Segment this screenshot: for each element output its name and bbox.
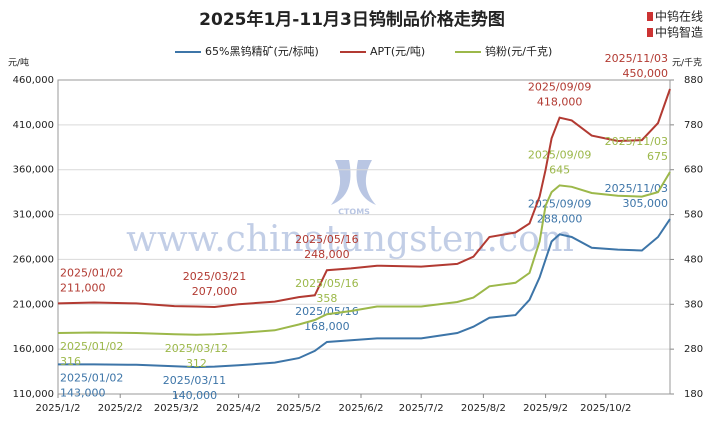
y-tick-label: 360,000 (13, 165, 54, 176)
annotation-value: 248,000 (304, 248, 350, 261)
annotation-value: 143,000 (60, 386, 106, 399)
y-tick-label: 260,000 (13, 254, 54, 265)
x-tick-label: 2025/9/2 (523, 403, 568, 414)
y-tick-label: 110,000 (13, 389, 54, 400)
y2-tick-label: 580 (684, 210, 703, 221)
annotation-date: 2025/11/03 (605, 135, 668, 148)
annotation-value: 305,000 (623, 197, 669, 210)
annotation-date: 2025/11/03 (605, 182, 668, 195)
annotation-date: 2025/01/02 (60, 340, 123, 353)
x-tick-label: 2025/10/2 (580, 403, 631, 414)
series-line (58, 218, 671, 369)
series-line (57, 171, 671, 336)
annotation-date: 2025/09/09 (528, 148, 591, 161)
y2-tick-label: 180 (684, 389, 703, 400)
legend-label: 钨粉(元/千克) (485, 45, 552, 58)
y2-tick-label: 780 (684, 120, 703, 131)
annotation-date: 2025/05/16 (295, 305, 358, 318)
annotation-value: 312 (186, 357, 207, 370)
series-line (57, 88, 671, 309)
annotation-date: 2025/03/21 (183, 270, 246, 283)
plot-frame (57, 79, 671, 395)
annotation-value: 358 (316, 292, 337, 305)
annotation-value: 140,000 (172, 389, 218, 402)
y2-axis-label: 元/千克 (672, 58, 702, 69)
y2-tick-label: 380 (684, 299, 703, 310)
annotation-value: 418,000 (537, 96, 583, 109)
y-tick-label: 310,000 (13, 210, 54, 221)
logo-text: CTOMS (338, 208, 370, 217)
annotation-value: 288,000 (537, 212, 583, 225)
annotation-date: 2025/05/16 (295, 277, 358, 290)
annotation-value: 675 (647, 150, 668, 163)
watermark: www.chinatungsten.com (126, 219, 574, 260)
annotation-date: 2025/03/12 (165, 342, 228, 355)
y2-tick-label: 480 (684, 254, 703, 265)
logo: CTOMS (331, 160, 376, 217)
x-tick-label: 2025/4/2 (216, 403, 261, 414)
annotation-date: 2025/01/02 (60, 266, 123, 279)
annotation-date: 2025/09/09 (528, 81, 591, 94)
annotation-value: 207,000 (192, 285, 238, 298)
chart-title: 2025年1月-11月3日钨制品价格走势图 (199, 9, 505, 30)
legend-label: APT(元/吨) (370, 45, 425, 58)
x-tick-label: 2025/1/2 (36, 403, 81, 414)
x-tick-label: 2025/7/2 (399, 403, 444, 414)
annotation-value: 316 (60, 355, 81, 368)
y-tick-label: 160,000 (13, 344, 54, 355)
annotation-date: 2025/01/02 (60, 371, 123, 384)
y-tick-label: 210,000 (13, 299, 54, 310)
y2-tick-label: 280 (684, 344, 703, 355)
x-tick-label: 2025/3/2 (154, 403, 199, 414)
x-tick-label: 2025/6/2 (339, 403, 384, 414)
annotation-value: 211,000 (60, 281, 106, 294)
annotation-date: 2025/11/03 (605, 52, 668, 65)
brand: 中钨智造 (655, 25, 703, 40)
annotation-value: 168,000 (304, 320, 350, 333)
y2-tick-label: 880 (684, 75, 703, 86)
annotation-date: 2025/03/11 (163, 374, 226, 387)
x-tick-label: 2025/5/2 (276, 403, 321, 414)
x-tick-label: 2025/8/2 (461, 403, 506, 414)
brand-icon (647, 28, 653, 37)
legend-label: 65%黑钨精矿(元/标吨) (205, 44, 319, 58)
annotation-date: 2025/09/09 (528, 197, 591, 210)
x-tick-label: 2025/2/2 (98, 403, 143, 414)
brand: 中钨在线 (655, 9, 703, 24)
annotation-value: 645 (549, 163, 570, 176)
y-tick-label: 460,000 (13, 75, 54, 86)
y-axis-label: 元/吨 (8, 57, 29, 69)
annotation-date: 2025/05/16 (295, 233, 358, 246)
brand-icon (647, 12, 653, 21)
annotation-value: 450,000 (623, 67, 669, 80)
y2-tick-label: 680 (684, 165, 703, 176)
y-tick-label: 410,000 (13, 120, 54, 131)
logo-shape (331, 160, 351, 205)
logo-shape (356, 160, 376, 205)
